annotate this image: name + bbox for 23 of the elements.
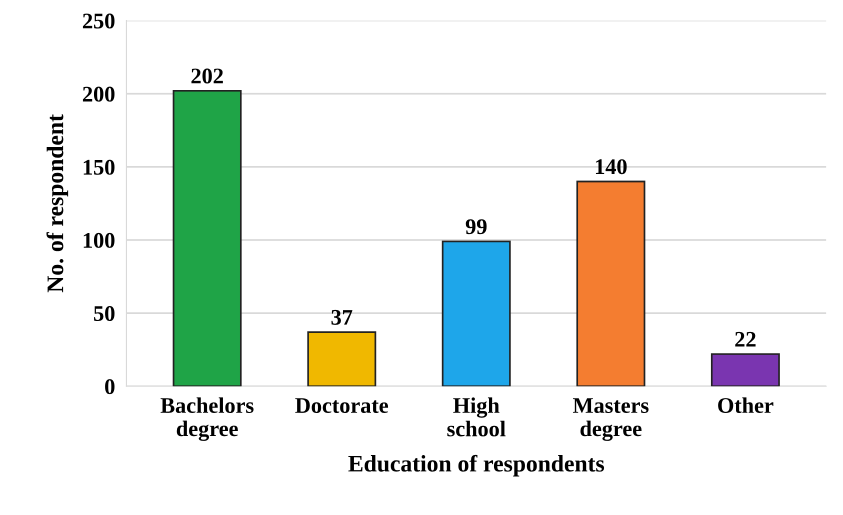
bar (576, 180, 646, 386)
data-label: 140 (596, 159, 627, 174)
bar (710, 353, 780, 386)
x-tick-label: Other (718, 397, 774, 413)
x-tick-label: Masters degree (572, 398, 649, 441)
x-axis-title: Education of respondents (348, 454, 604, 476)
y-tick-label: 250 (82, 14, 114, 29)
data-label: 202 (191, 68, 223, 84)
y-tick-label: 100 (84, 232, 114, 248)
data-label: 37 (331, 310, 352, 325)
data-label: 22 (735, 332, 756, 347)
bar (172, 90, 242, 386)
y-tick-label: 200 (82, 86, 114, 102)
bar (442, 240, 511, 386)
y-tick-label: 50 (94, 306, 114, 322)
data-label: 99 (466, 219, 487, 234)
x-tick-label: Doctorate (295, 398, 388, 413)
x-tick-label: Bachelors degree (160, 397, 254, 441)
x-tick-label: High school (447, 397, 506, 436)
bar (307, 331, 376, 386)
y-tick-label: 0 (105, 379, 114, 394)
y-axis-title: No. of respondent (46, 114, 68, 292)
y-tick-label: 150 (84, 160, 114, 175)
